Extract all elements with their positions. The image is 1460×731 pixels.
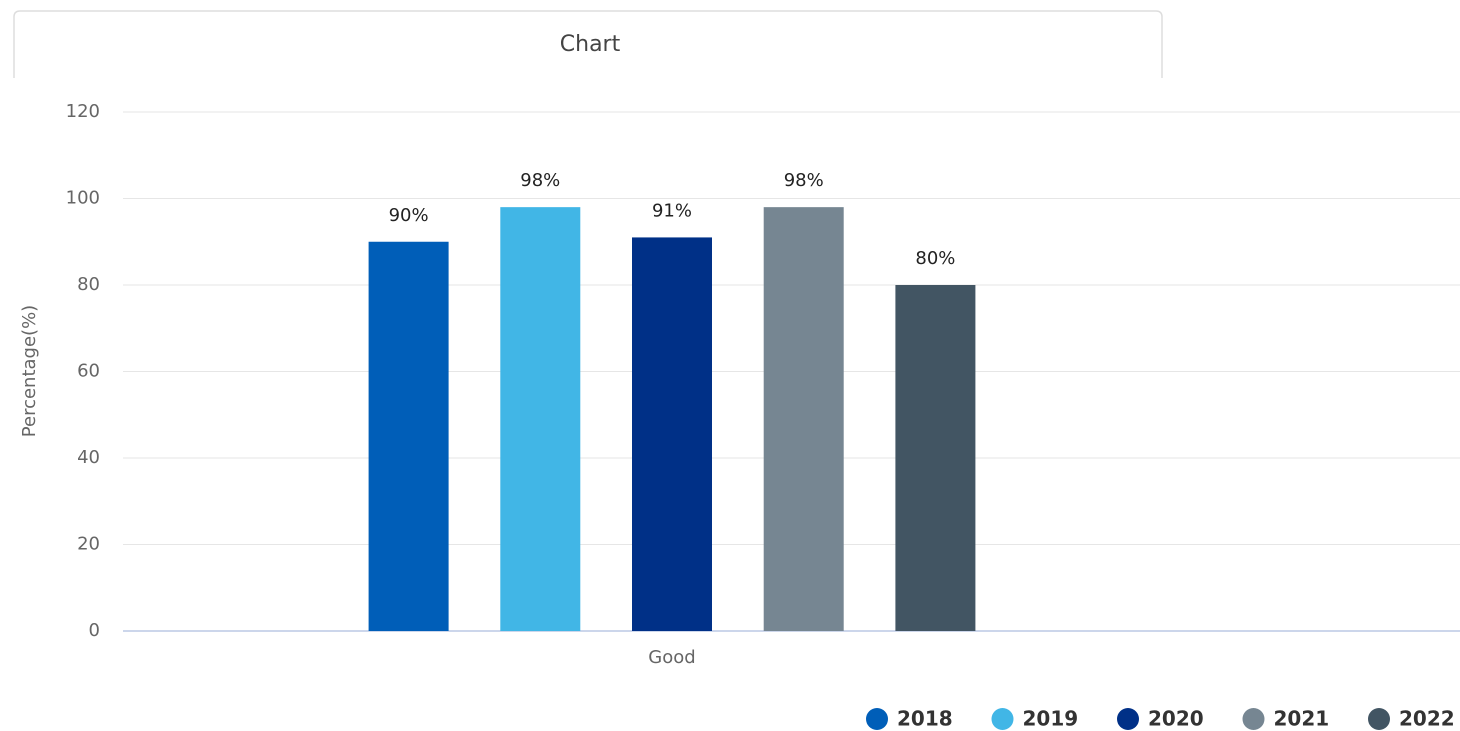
- legend-marker: [1117, 708, 1139, 730]
- legend-label: 2019: [1023, 707, 1079, 731]
- y-tick-label: 20: [77, 534, 100, 555]
- legend-marker: [1242, 708, 1265, 730]
- legend-marker: [866, 708, 888, 730]
- y-axis-label: Percentage(%): [19, 305, 40, 437]
- legend-label: 2022: [1399, 707, 1455, 731]
- legend-label: 2018: [897, 707, 953, 731]
- data-label: 98%: [784, 170, 824, 191]
- data-label: 90%: [389, 205, 429, 226]
- data-label: 98%: [520, 170, 560, 191]
- y-tick-label: 100: [66, 188, 100, 209]
- bar: [632, 237, 712, 632]
- bar: [895, 285, 976, 631]
- data-label: 80%: [915, 248, 955, 269]
- bar: [763, 207, 844, 631]
- legend-marker: [1368, 708, 1390, 730]
- bar: [500, 207, 581, 631]
- bar: [368, 241, 449, 631]
- x-tick-label: Good: [648, 647, 695, 668]
- legend-label: 2021: [1274, 707, 1330, 731]
- legend-marker: [991, 708, 1014, 730]
- y-tick-label: 40: [77, 447, 100, 468]
- y-tick-label: 0: [89, 620, 100, 641]
- y-tick-label: 120: [66, 101, 100, 122]
- legend-label: 2020: [1148, 707, 1204, 731]
- y-tick-label: 80: [77, 274, 100, 295]
- data-label: 91%: [652, 200, 692, 221]
- tab-label[interactable]: Chart: [560, 32, 621, 57]
- tab[interactable]: [13, 10, 1163, 78]
- y-tick-label: 60: [77, 361, 100, 382]
